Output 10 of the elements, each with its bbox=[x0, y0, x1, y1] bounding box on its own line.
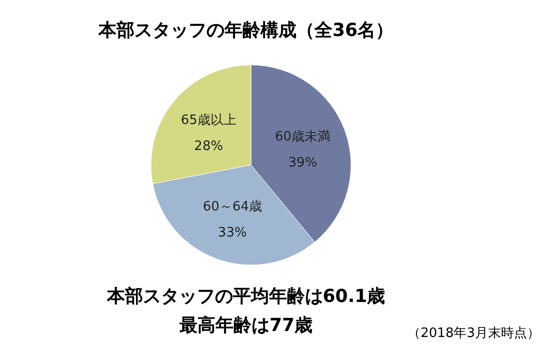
data-label: 33% bbox=[218, 226, 247, 241]
chart-title: 本部スタッフの年齢構成（全36名） bbox=[97, 20, 394, 41]
slice-label: 60歳未満 bbox=[274, 129, 331, 144]
text: 最高年齢は77歳 bbox=[178, 315, 313, 336]
slice-label: 60～64歳 bbox=[202, 200, 262, 215]
slice-label: 65歳以上 bbox=[180, 112, 236, 128]
text: （2018年3月末時点） bbox=[408, 326, 540, 341]
data-label: 39% bbox=[288, 155, 318, 170]
data-label: 28% bbox=[194, 138, 224, 154]
text: 本部スタッフの平均年齢は60.1歳 bbox=[106, 286, 386, 307]
